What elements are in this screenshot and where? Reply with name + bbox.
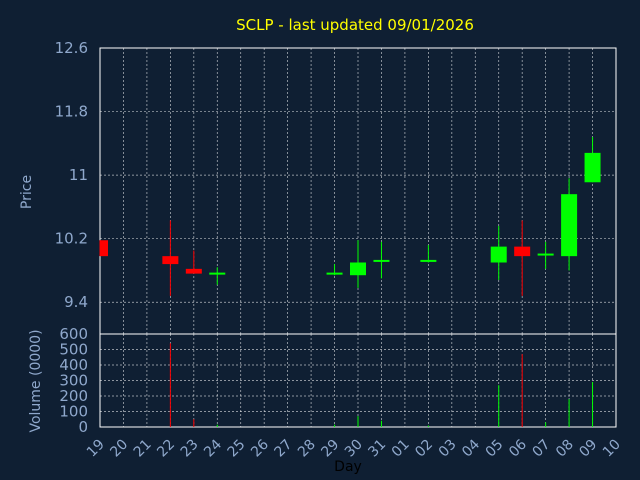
candle-body bbox=[185, 268, 202, 274]
chart-title: SCLP - last updated 09/01/2026 bbox=[236, 16, 474, 34]
x-tick-label: 04 bbox=[459, 436, 483, 460]
candle-body bbox=[537, 253, 554, 256]
candle-body bbox=[162, 256, 179, 265]
price-tick-label: 11.8 bbox=[55, 103, 88, 121]
x-tick-label: 24 bbox=[201, 436, 225, 460]
candle-body bbox=[420, 259, 437, 262]
x-tick-label: 08 bbox=[553, 437, 577, 461]
candle-body bbox=[326, 272, 343, 275]
x-tick-label: 22 bbox=[154, 437, 178, 461]
volume-axis-label: Volume (0000) bbox=[28, 329, 44, 432]
candle-body bbox=[561, 194, 578, 257]
volume-tick-label: 500 bbox=[59, 341, 88, 359]
x-tick-label: 06 bbox=[506, 436, 530, 460]
candle-body bbox=[350, 262, 366, 276]
price-tick-label: 12.6 bbox=[55, 39, 88, 57]
x-tick-label: 21 bbox=[131, 437, 155, 461]
x-tick-label: 25 bbox=[225, 437, 249, 461]
x-tick-label: 19 bbox=[84, 437, 108, 461]
volume-tick-label: 400 bbox=[59, 356, 88, 374]
x-axis: 19 20 21 22 23 24 25 26 27 28 29 30 31 01 02 03 04 05 06 07… bbox=[84, 436, 624, 460]
volume-tick-label: 600 bbox=[59, 325, 88, 343]
candle-body bbox=[514, 246, 531, 257]
candle-body bbox=[373, 259, 390, 262]
price-panel: 12.6 11.8 11 10.2 9.4 bbox=[55, 39, 617, 335]
x-tick-label: 10 bbox=[600, 437, 624, 461]
x-tick-label: 26 bbox=[248, 436, 272, 460]
x-tick-label: 31 bbox=[365, 437, 389, 461]
x-tick-label: 27 bbox=[272, 437, 296, 461]
x-tick-label: 05 bbox=[483, 437, 507, 461]
candle-body bbox=[209, 272, 226, 275]
x-tick-label: 07 bbox=[530, 437, 554, 461]
volume-tick-label: 100 bbox=[59, 403, 88, 421]
x-tick-label: 30 bbox=[342, 437, 366, 461]
x-tick-label: 03 bbox=[436, 437, 460, 461]
x-tick-label: 02 bbox=[412, 437, 436, 461]
price-axis-label: Price bbox=[19, 175, 35, 209]
price-tick-label: 10.2 bbox=[55, 230, 88, 248]
candle-body bbox=[584, 152, 601, 183]
x-tick-label: 23 bbox=[178, 437, 202, 461]
volume-tick-label: 200 bbox=[59, 387, 88, 405]
price-tick-label: 9.4 bbox=[64, 293, 88, 311]
price-plot-frame bbox=[99, 47, 617, 335]
x-tick-label: 01 bbox=[389, 437, 413, 461]
x-tick-label: 29 bbox=[318, 437, 342, 461]
x-axis-label: Day bbox=[334, 459, 362, 475]
candle-body bbox=[100, 240, 108, 257]
volume-tick-label: 0 bbox=[78, 418, 88, 436]
price-tick-label: 11 bbox=[69, 166, 88, 184]
x-tick-label: 28 bbox=[295, 437, 319, 461]
x-tick-label: 20 bbox=[107, 437, 131, 461]
volume-tick-label: 300 bbox=[59, 372, 88, 390]
x-tick-label: 09 bbox=[576, 437, 600, 461]
candle-body bbox=[490, 246, 507, 263]
